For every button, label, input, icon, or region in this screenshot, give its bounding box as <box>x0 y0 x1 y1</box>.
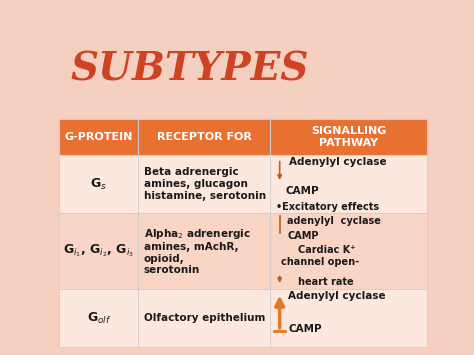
Bar <box>59 289 138 348</box>
Bar <box>271 155 427 213</box>
Bar <box>59 155 138 213</box>
Text: heart rate: heart rate <box>298 277 354 287</box>
Bar <box>271 119 427 155</box>
Text: CAMP: CAMP <box>287 231 319 241</box>
Text: adenylyl  cyclase: adenylyl cyclase <box>287 216 381 226</box>
Text: RECEPTOR FOR: RECEPTOR FOR <box>157 132 252 142</box>
Bar <box>59 43 427 119</box>
Text: CAMP: CAMP <box>288 324 322 334</box>
Text: Alpha$_2$ adrenergic
amines, mAchR,
opioid,
serotonin: Alpha$_2$ adrenergic amines, mAchR, opio… <box>144 226 250 275</box>
Bar <box>59 119 138 155</box>
Text: SIGNALLING
PATHWAY: SIGNALLING PATHWAY <box>311 126 386 148</box>
Text: CAMP: CAMP <box>285 186 319 196</box>
Text: Cardiac K⁺: Cardiac K⁺ <box>298 245 356 255</box>
Bar <box>138 155 271 213</box>
Bar <box>271 289 427 348</box>
Text: Beta adrenergic
amines, glucagon
histamine, serotonin: Beta adrenergic amines, glucagon histami… <box>144 168 266 201</box>
Text: Adenylyl cyclase: Adenylyl cyclase <box>289 157 386 168</box>
Text: SUBTYPES: SUBTYPES <box>70 51 309 89</box>
Text: G$_s$: G$_s$ <box>91 176 107 192</box>
Text: G$_{i_1}$, G$_{i_2}$, G$_{i_3}$: G$_{i_1}$, G$_{i_2}$, G$_{i_3}$ <box>63 243 134 259</box>
Bar <box>59 213 138 289</box>
Bar <box>138 289 271 348</box>
Text: Olfactory epithelium: Olfactory epithelium <box>144 313 265 323</box>
Text: •Excitatory effects: •Excitatory effects <box>276 202 379 212</box>
Text: Adenylyl cyclase: Adenylyl cyclase <box>288 291 386 301</box>
Text: G$_{olf}$: G$_{olf}$ <box>87 311 111 326</box>
Text: G-PROTEIN: G-PROTEIN <box>64 132 133 142</box>
Bar <box>138 213 271 289</box>
Bar <box>138 119 271 155</box>
Text: channel open-: channel open- <box>282 257 360 267</box>
Bar <box>271 213 427 289</box>
